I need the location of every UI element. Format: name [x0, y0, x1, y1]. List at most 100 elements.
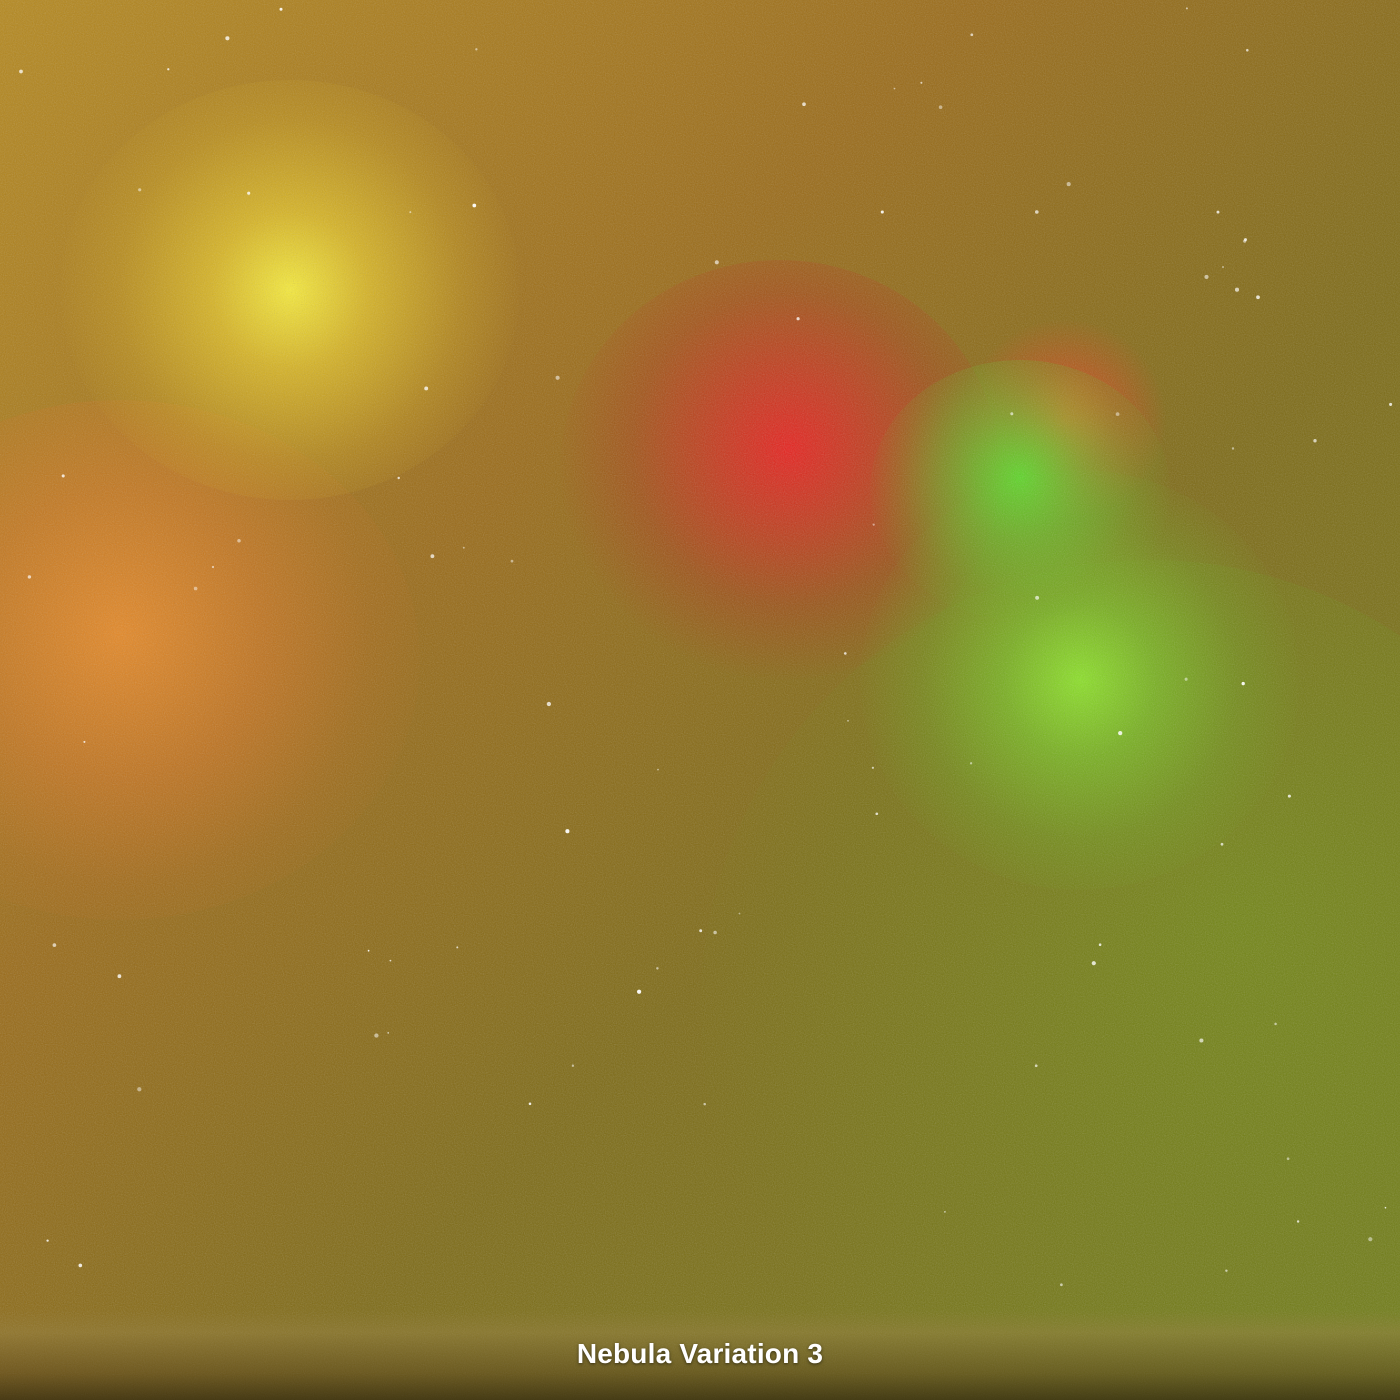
- star: [880, 210, 884, 214]
- star: [387, 1032, 390, 1034]
- star: [1274, 1022, 1277, 1026]
- star: [424, 386, 429, 391]
- star: [555, 375, 560, 380]
- star: [944, 1211, 946, 1213]
- star: [546, 701, 552, 707]
- star: [1244, 238, 1247, 242]
- star: [1010, 412, 1014, 416]
- star: [61, 474, 65, 478]
- star: [1287, 794, 1291, 798]
- star: [872, 523, 875, 526]
- star: [193, 586, 198, 591]
- star: [1034, 1064, 1038, 1068]
- star: [738, 912, 741, 915]
- star: [657, 768, 659, 771]
- star: [211, 565, 215, 569]
- star: [1246, 48, 1249, 52]
- star: [1313, 439, 1317, 443]
- star: [19, 69, 23, 74]
- orange-glow: [0, 400, 420, 920]
- star: [920, 81, 923, 84]
- star: [699, 929, 703, 933]
- star: [1098, 943, 1102, 946]
- star: [714, 260, 719, 265]
- star: [713, 930, 717, 935]
- star: [969, 762, 973, 765]
- star: [138, 188, 142, 192]
- star: [796, 317, 800, 321]
- orange-red-glow: [960, 320, 1170, 520]
- star: [1256, 295, 1260, 300]
- star: [802, 102, 806, 107]
- star: [1035, 595, 1040, 600]
- star: [225, 36, 230, 41]
- star: [656, 967, 659, 970]
- star: [430, 554, 435, 559]
- star: [1115, 412, 1120, 416]
- star: [1216, 210, 1220, 214]
- star: [456, 946, 459, 949]
- star: [374, 1033, 379, 1038]
- star: [565, 829, 570, 834]
- star: [1060, 1283, 1063, 1287]
- star: [137, 1087, 142, 1092]
- star: [510, 559, 514, 563]
- star: [1241, 681, 1245, 686]
- star: [1220, 842, 1224, 846]
- star: [847, 719, 849, 722]
- star: [1243, 239, 1247, 243]
- star: [1384, 1206, 1387, 1209]
- star: [117, 974, 122, 979]
- star: [1035, 210, 1039, 214]
- star: [1286, 1157, 1290, 1160]
- star: [1296, 1220, 1300, 1223]
- star: [83, 740, 86, 743]
- star: [893, 87, 896, 90]
- star: [1368, 1237, 1373, 1242]
- star: [703, 1102, 706, 1106]
- star: [247, 191, 251, 195]
- star: [875, 812, 879, 816]
- star: [528, 1102, 532, 1106]
- star: [1118, 730, 1123, 736]
- yellow-glow: [60, 80, 520, 500]
- caption-bar: [0, 1310, 1400, 1400]
- star: [571, 1064, 575, 1067]
- star: [78, 1263, 83, 1268]
- star: [1184, 677, 1188, 681]
- star: [1199, 1038, 1204, 1043]
- star: [970, 33, 974, 37]
- star: [1225, 1269, 1228, 1272]
- star: [52, 943, 57, 947]
- star: [279, 7, 283, 11]
- star: [397, 476, 400, 480]
- red-glow: [560, 260, 1000, 680]
- star: [1091, 961, 1096, 966]
- star: [1234, 287, 1240, 292]
- star: [636, 989, 642, 994]
- star: [1222, 266, 1224, 268]
- star: [367, 949, 370, 952]
- star: [1066, 182, 1071, 187]
- olive-green-wash: [700, 560, 1400, 1400]
- image-caption: Nebula Variation 3: [576, 1338, 824, 1369]
- star: [871, 766, 874, 769]
- star: [843, 652, 847, 655]
- star: [472, 203, 477, 208]
- green-glow: [870, 360, 1170, 620]
- star: [1389, 402, 1393, 406]
- lime-green-glow: [860, 470, 1300, 890]
- star: [409, 211, 412, 214]
- star: [462, 546, 465, 549]
- star: [475, 48, 478, 51]
- star: [1204, 274, 1209, 279]
- star: [1231, 447, 1235, 450]
- star: [237, 538, 241, 543]
- star: [389, 959, 392, 962]
- star: [167, 68, 170, 71]
- star: [46, 1239, 49, 1242]
- star: [27, 575, 32, 579]
